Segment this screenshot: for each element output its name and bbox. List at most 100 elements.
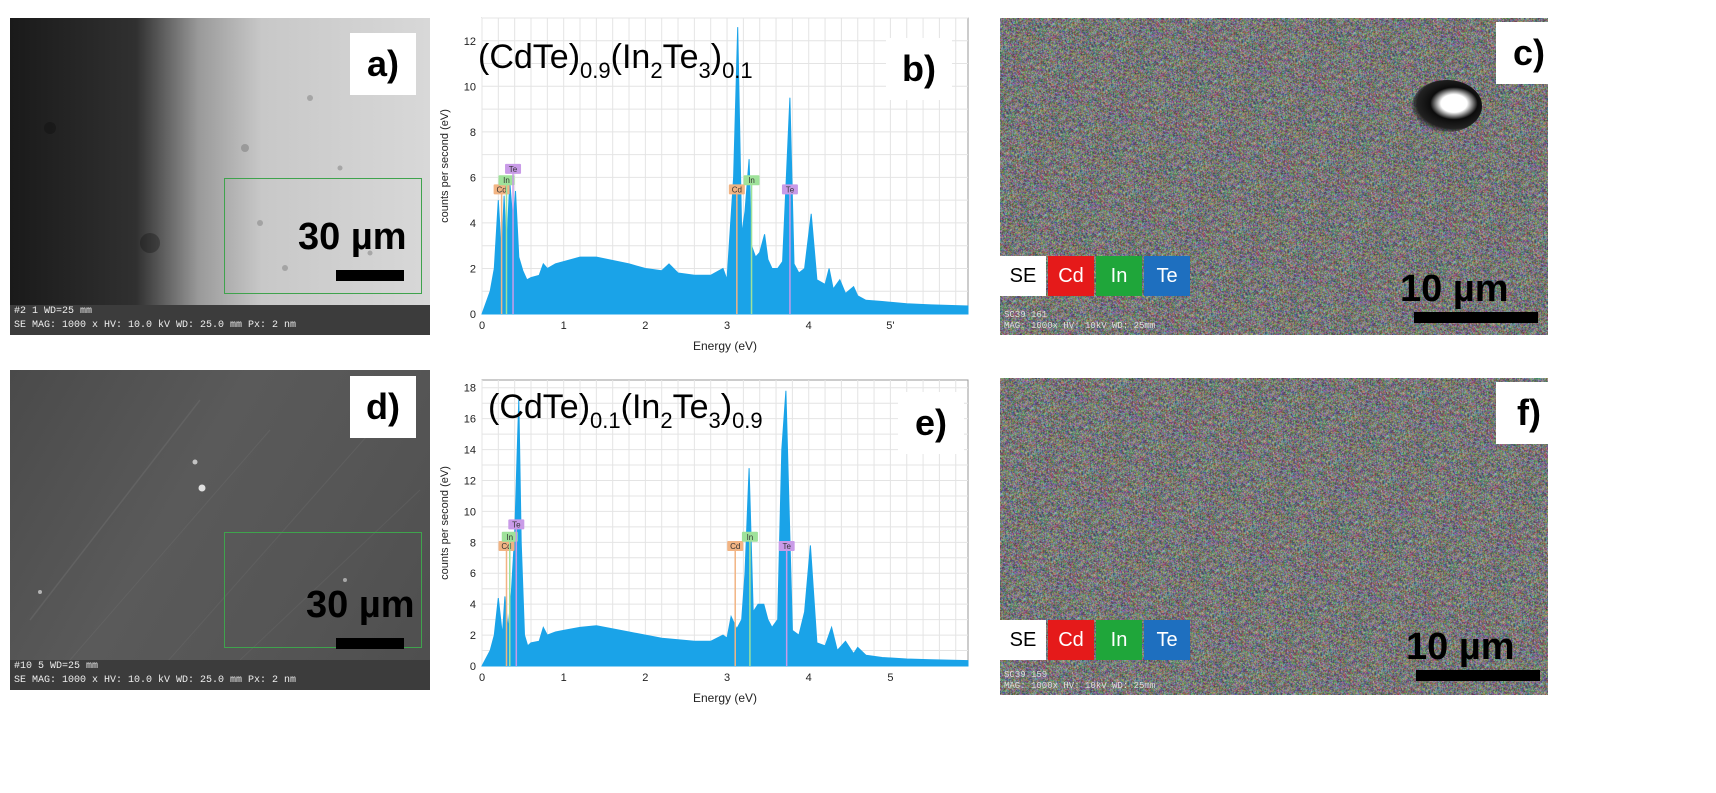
y-axis-label: counts per second (eV) xyxy=(439,466,451,580)
map-info-line-1: SC39 161 xyxy=(1004,310,1048,320)
title-part: ) xyxy=(711,38,722,76)
legend-te: Te xyxy=(1144,256,1190,296)
databar-line-2: SE MAG: 1000 x HV: 10.0 kV WD: 25.0 mm P… xyxy=(14,320,297,331)
sem-image-a: a) 30 µm #2 1 WD=25 mm SE MAG: 1000 x HV… xyxy=(10,18,430,335)
peak-tag-label: Cd xyxy=(732,185,742,194)
legend-se: SE xyxy=(1000,620,1046,660)
databar-line-2: SE MAG: 1000 x HV: 10.0 kV WD: 25.0 mm P… xyxy=(14,675,297,686)
peak-tag-label: Cd xyxy=(730,542,740,551)
y-tick-label: 2 xyxy=(470,630,476,642)
peak-tag-te xyxy=(781,184,798,195)
title-subscript: 0.1 xyxy=(590,408,621,433)
title-subscript: 2 xyxy=(660,408,672,433)
x-tick-label: 1 xyxy=(561,320,567,332)
legend-te: Te xyxy=(1144,620,1190,660)
panel-label-b: b) xyxy=(886,38,952,100)
y-tick-label: 14 xyxy=(464,445,476,457)
sem-databar-d: #10 5 WD=25 mm SE MAG: 1000 x HV: 10.0 k… xyxy=(10,660,430,690)
peak-tag-in xyxy=(501,531,518,542)
legend-in: In xyxy=(1096,256,1142,296)
y-tick-label: 10 xyxy=(464,506,476,518)
y-tick-label: 16 xyxy=(464,414,476,426)
x-tick-label: 3 xyxy=(724,320,730,332)
peak-tag-label: In xyxy=(506,533,513,542)
x-tick-label: 0 xyxy=(479,320,485,332)
title-subscript: 0.1 xyxy=(722,58,753,83)
x-tick-label: 2 xyxy=(642,672,648,684)
y-axis-label: counts per second (eV) xyxy=(439,109,451,223)
legend-se: SE xyxy=(1000,256,1046,296)
peak-tag-in xyxy=(498,175,515,186)
analysis-region-d xyxy=(224,532,422,648)
spectrum-area xyxy=(481,27,969,315)
peak-tag-label: Te xyxy=(786,185,795,194)
peak-tag-te xyxy=(778,541,795,552)
x-tick-label: 4 xyxy=(806,320,812,332)
peak-tag-te xyxy=(505,163,522,174)
map-info-line-2: MAG: 1000x HV: 10kV WD: 25mm xyxy=(1004,321,1156,331)
title-subscript: 2 xyxy=(650,58,662,83)
x-tick-label: 3 xyxy=(724,672,730,684)
eds-map-f: f) SE Cd In Te SC39 159 MAG: 1000x HV: 1… xyxy=(1000,378,1548,695)
x-tick-label: 0 xyxy=(479,672,485,684)
scale-text-a: 30 µm xyxy=(298,216,407,258)
title-part: (CdTe) xyxy=(478,38,580,76)
peak-tag-label: In xyxy=(747,533,754,542)
legend-cd: Cd xyxy=(1048,620,1094,660)
scale-text-c: 10 µm xyxy=(1400,268,1509,310)
y-tick-label: 18 xyxy=(464,383,476,395)
y-tick-label: 8 xyxy=(470,127,476,139)
scale-bar-f xyxy=(1416,670,1540,681)
panel-label-f: f) xyxy=(1496,382,1548,444)
peak-tag-label: Te xyxy=(509,165,518,174)
map-info-line-1: SC39 159 xyxy=(1004,670,1048,680)
peak-tag-label: Cd xyxy=(496,185,506,194)
peak-tag-cd xyxy=(728,184,745,195)
title-part: (In xyxy=(611,38,651,76)
x-tick-label: 1 xyxy=(561,672,567,684)
title-subscript: 0.9 xyxy=(732,408,763,433)
scale-text-d: 30 µm xyxy=(306,584,415,626)
map-info-line-2: MAG: 1000x HV: 10kV WD: 25mm xyxy=(1004,681,1156,691)
title-part: ) xyxy=(721,388,732,426)
map-info-f: SC39 159 MAG: 1000x HV: 10kV WD: 25mm xyxy=(1004,670,1155,692)
spectrum-area xyxy=(481,390,969,667)
panel-label-d: d) xyxy=(350,376,416,438)
peak-tag-in xyxy=(741,531,758,542)
panel-label-c: c) xyxy=(1496,22,1548,84)
title-part: (CdTe) xyxy=(488,388,590,426)
legend-cd: Cd xyxy=(1048,256,1094,296)
x-tick-label: 5 xyxy=(887,672,893,684)
map-info-c: SC39 161 MAG: 1000x HV: 10kV WD: 25mm xyxy=(1004,310,1155,332)
peak-tag-cd xyxy=(493,184,510,195)
databar-line-1: #2 1 WD=25 mm xyxy=(14,306,93,317)
peak-tag-label: Te xyxy=(512,520,521,529)
x-axis-label: Energy (eV) xyxy=(693,339,757,353)
sem-image-d: d) 30 µm #10 5 WD=25 mm SE MAG: 1000 x H… xyxy=(10,370,430,690)
panel-label-e: e) xyxy=(898,392,964,454)
scale-bar-d xyxy=(336,638,404,649)
x-tick-label: 4 xyxy=(806,672,812,684)
peak-tag-label: Cd xyxy=(501,542,511,551)
peak-tag-in xyxy=(743,175,760,186)
title-subscript: 3 xyxy=(698,58,710,83)
y-tick-label: 8 xyxy=(470,537,476,549)
eds-map-c: c) SE Cd In Te SC39 161 MAG: 1000x HV: 1… xyxy=(1000,18,1548,335)
plot-frame xyxy=(481,379,969,667)
title-subscript: 0.9 xyxy=(580,58,611,83)
x-axis-label: Energy (eV) xyxy=(693,691,757,705)
peak-tag-te xyxy=(508,519,525,530)
composition-title: (CdTe)0.1(In2Te3)0.9 xyxy=(488,388,763,433)
y-tick-label: 0 xyxy=(470,661,476,673)
y-tick-label: 4 xyxy=(470,599,476,611)
y-tick-label: 6 xyxy=(470,172,476,184)
y-tick-label: 6 xyxy=(470,568,476,580)
eds-spectrum-e: Cd In Te Cd In Te 0 1 2 3 4 5 0 2 4 6 8 10 12 14 16 18 Energy … xyxy=(432,370,980,792)
peak-tag-label: In xyxy=(503,176,510,185)
sem-texture xyxy=(44,95,373,271)
title-part: Te xyxy=(673,388,709,426)
title-part: Te xyxy=(663,38,699,76)
y-tick-label: 12 xyxy=(464,36,476,48)
y-tick-label: 0 xyxy=(470,309,476,321)
